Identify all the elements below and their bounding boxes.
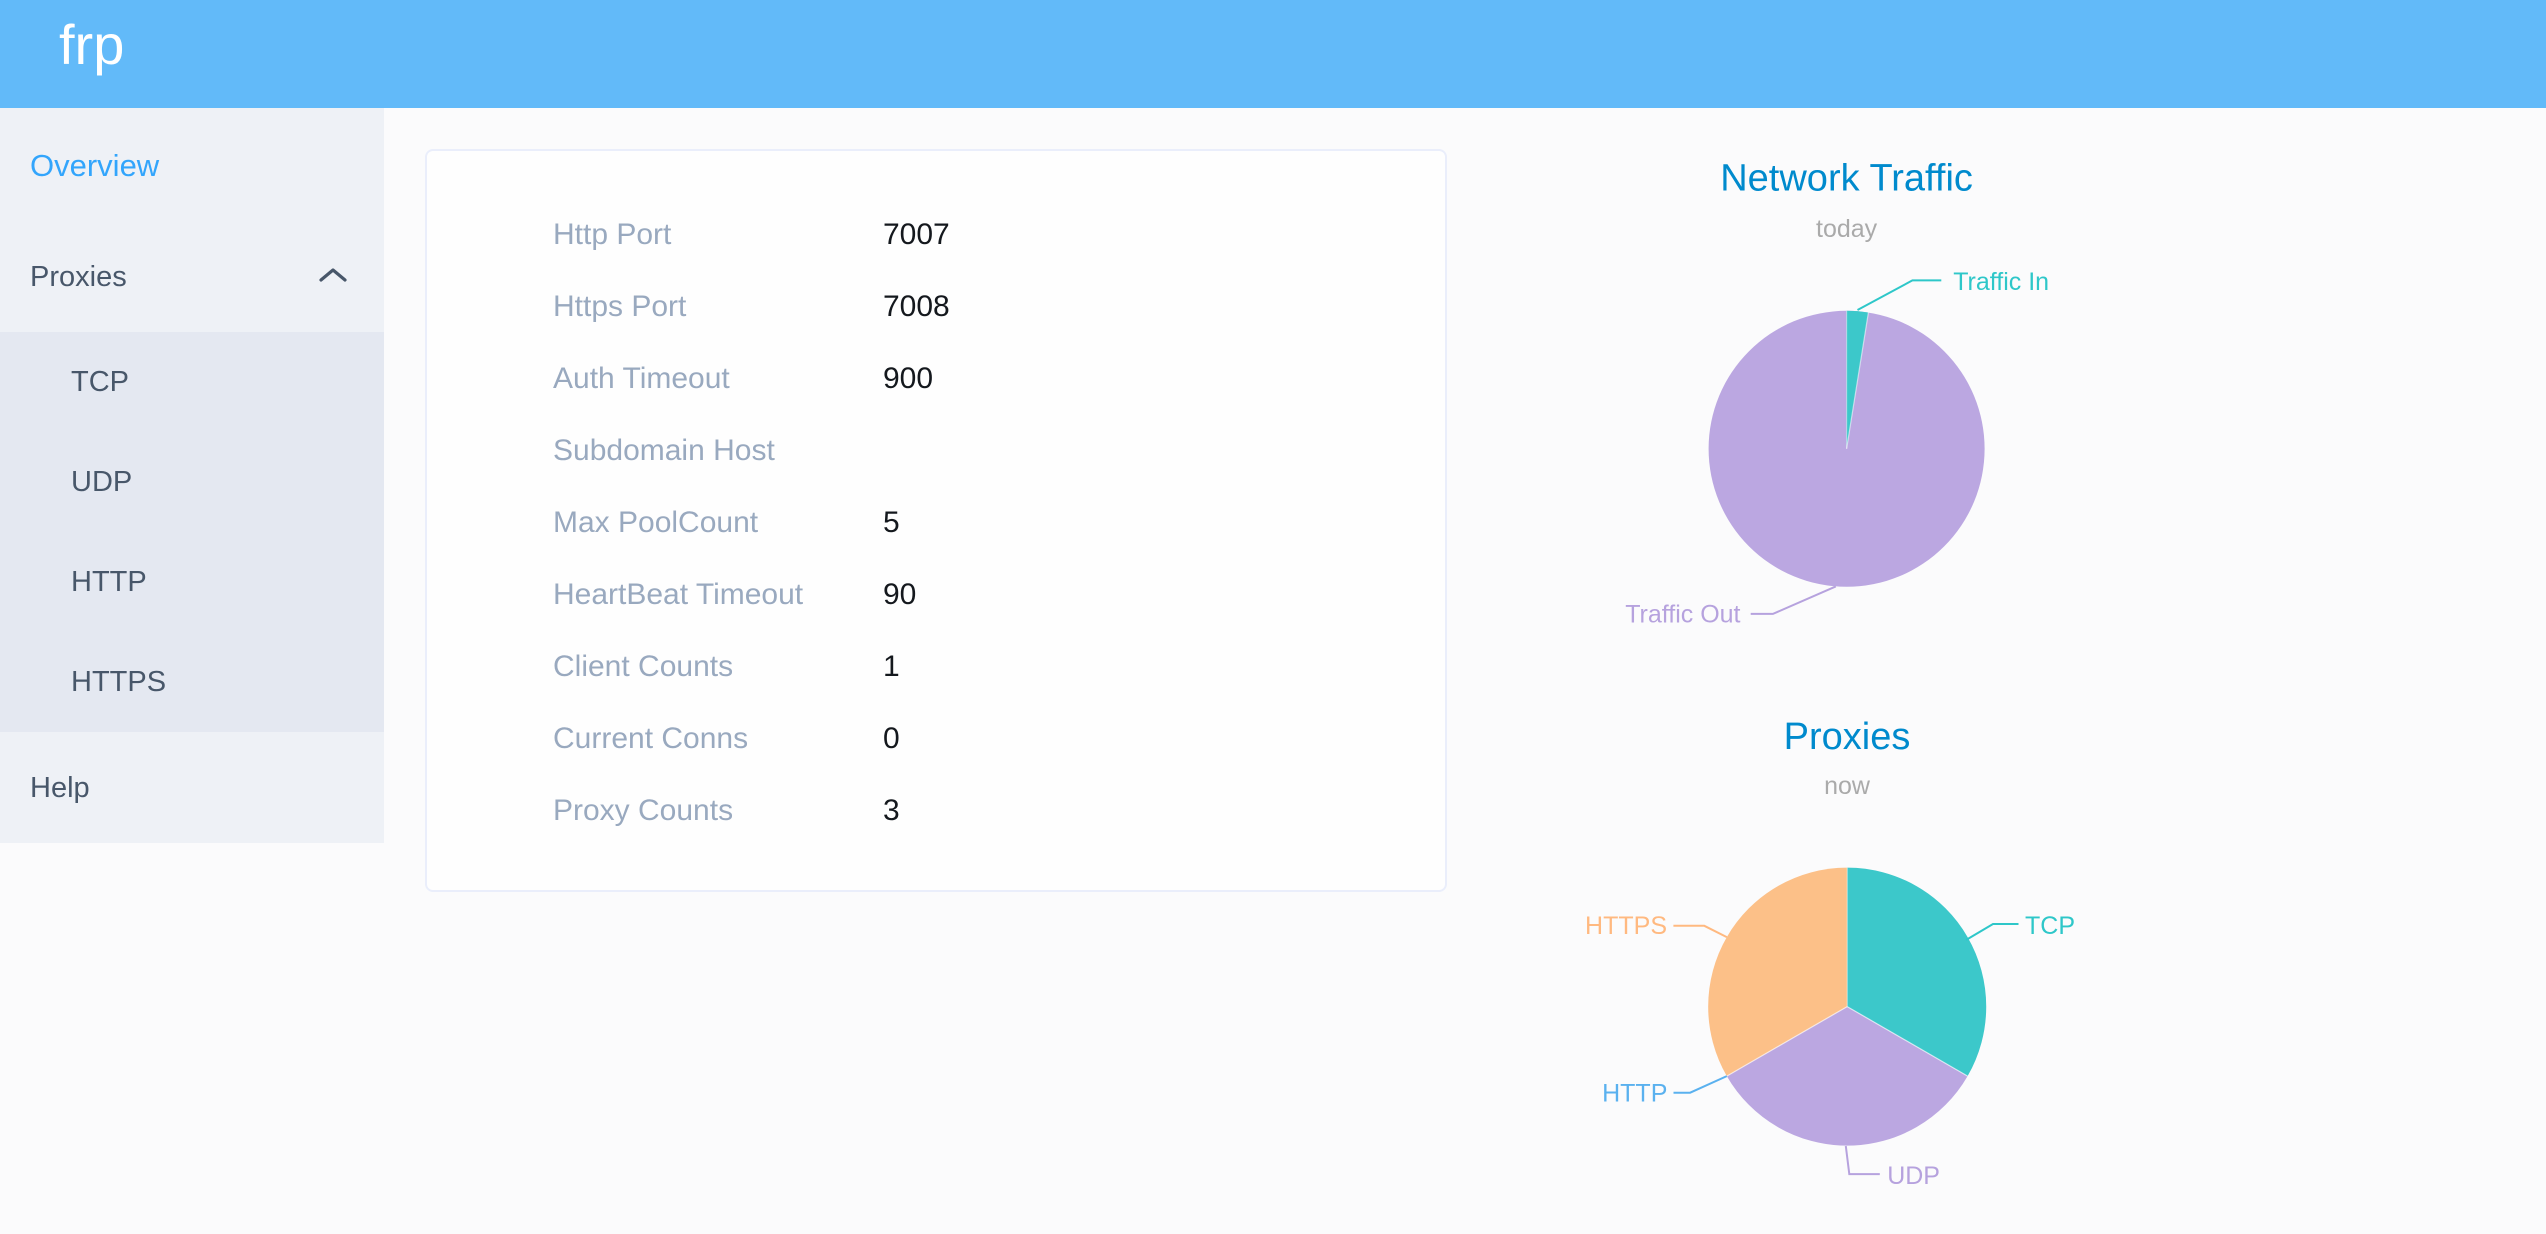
- svg-text:TCP: TCP: [2025, 912, 2075, 940]
- svg-text:Network Traffic: Network Traffic: [1720, 158, 1973, 200]
- svg-text:Proxies: Proxies: [1784, 716, 1911, 758]
- svg-text:today: today: [1816, 215, 1878, 243]
- svg-text:HTTPS: HTTPS: [1585, 912, 1667, 940]
- svg-text:now: now: [1824, 772, 1871, 800]
- svg-text:Traffic In: Traffic In: [1953, 268, 2049, 296]
- svg-text:Traffic Out: Traffic Out: [1625, 601, 1740, 629]
- svg-text:HTTP: HTTP: [1602, 1080, 1667, 1108]
- svg-text:UDP: UDP: [1887, 1162, 1940, 1190]
